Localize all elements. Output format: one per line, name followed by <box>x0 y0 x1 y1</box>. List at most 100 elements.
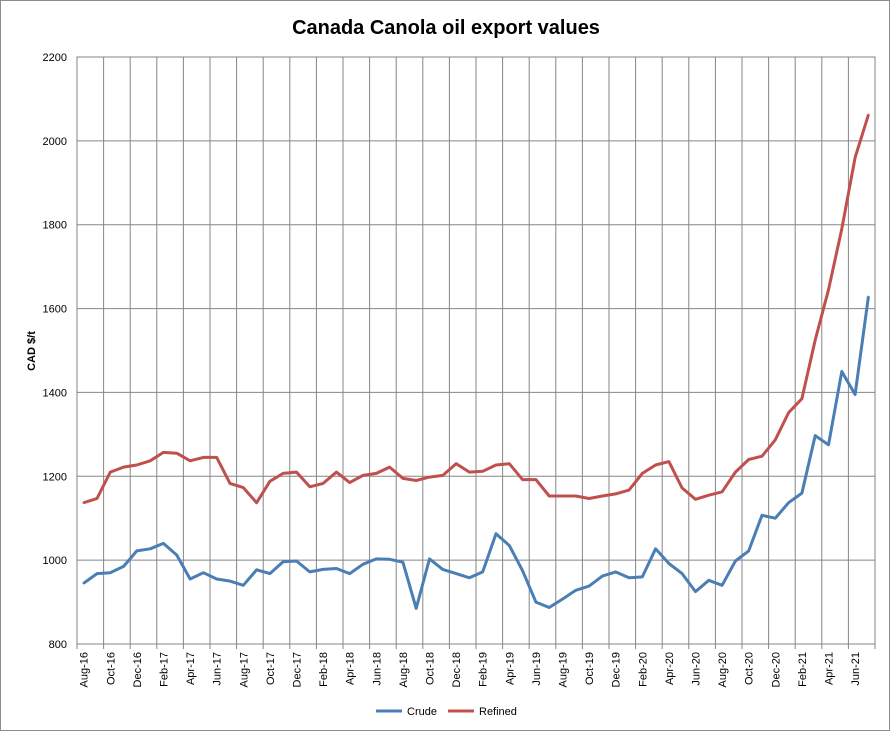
x-tick-label: Oct-19 <box>584 652 596 685</box>
data-point-refined <box>734 470 737 474</box>
data-point-crude <box>148 547 152 551</box>
y-axis-label: CAD $/t <box>26 331 38 371</box>
x-tick-label: Jun-18 <box>371 652 383 686</box>
x-tick-label: Oct-16 <box>105 652 117 685</box>
data-point-refined <box>202 456 205 459</box>
x-tick-label: Oct-17 <box>265 652 277 685</box>
chart-title: Canada Canola oil export values <box>292 17 600 39</box>
data-point-refined <box>414 479 418 482</box>
x-tick-label: Aug-20 <box>717 652 729 687</box>
data-point-crude <box>481 570 484 574</box>
data-point-refined <box>853 156 857 159</box>
data-point-refined <box>654 463 657 467</box>
x-tick-label: Jun-19 <box>531 652 543 686</box>
data-point-crude <box>601 574 604 578</box>
x-tick-label: Feb-19 <box>478 652 490 687</box>
data-point-refined <box>388 465 391 469</box>
x-tick-label: Dec-16 <box>132 652 144 687</box>
data-point-refined <box>454 462 458 465</box>
data-point-refined <box>122 465 125 469</box>
data-point-crude <box>454 572 458 575</box>
legend-label-refined: Refined <box>479 706 517 718</box>
x-tick-label: Feb-21 <box>797 652 809 687</box>
y-tick-label: 1200 <box>43 471 67 483</box>
data-point-crude <box>135 549 139 553</box>
data-point-crude <box>547 606 551 609</box>
data-point-crude <box>281 560 285 564</box>
x-tick-label: Apr-21 <box>823 652 835 685</box>
data-point-refined <box>361 474 365 477</box>
data-point-crude <box>228 579 232 583</box>
data-point-crude <box>375 557 378 561</box>
x-tick-label: Feb-20 <box>637 652 649 687</box>
data-point-crude <box>867 295 870 299</box>
data-point-refined <box>295 470 298 474</box>
y-tick-label: 1000 <box>43 555 67 567</box>
data-point-crude <box>202 571 205 574</box>
data-point-crude <box>321 568 325 571</box>
series-line-crude <box>82 296 870 610</box>
y-tick-label: 1600 <box>43 304 67 316</box>
data-point-refined <box>148 459 152 462</box>
data-point-crude <box>853 393 857 396</box>
data-point-crude <box>747 549 750 553</box>
data-point-refined <box>468 470 471 474</box>
data-point-crude <box>707 579 710 582</box>
data-point-refined <box>787 411 790 414</box>
data-point-crude <box>82 582 85 585</box>
data-point-refined <box>494 463 498 467</box>
data-point-refined <box>760 454 764 458</box>
data-point-crude <box>255 568 258 571</box>
data-point-crude <box>787 501 790 504</box>
data-point-refined <box>534 478 538 481</box>
data-point-crude <box>694 590 697 593</box>
data-point-crude <box>800 491 804 495</box>
x-tick-label: Jun-17 <box>212 652 224 686</box>
x-tick-label: Aug-16 <box>79 652 91 687</box>
data-point-refined <box>481 470 484 473</box>
data-point-crude <box>774 517 777 520</box>
data-point-crude <box>268 572 272 575</box>
x-tick-label: Apr-17 <box>185 652 197 685</box>
data-point-refined <box>667 460 671 463</box>
y-tick-label: 800 <box>49 639 67 651</box>
data-point-crude <box>308 570 311 574</box>
data-point-refined <box>82 501 85 504</box>
data-point-crude <box>654 547 657 551</box>
data-point-refined <box>321 482 325 485</box>
x-tick-label: Jun-20 <box>690 652 702 686</box>
x-tick-label: Feb-17 <box>158 652 170 687</box>
data-point-refined <box>242 486 245 489</box>
data-point-crude <box>587 584 591 588</box>
data-point-crude <box>680 572 684 575</box>
data-point-refined <box>175 452 178 455</box>
data-point-refined <box>813 338 817 342</box>
x-tick-label: Oct-18 <box>424 652 436 685</box>
data-point-refined <box>574 494 577 498</box>
y-tick-label: 2200 <box>43 52 67 64</box>
data-point-crude <box>215 577 218 581</box>
data-point-refined <box>188 459 192 462</box>
y-tick-label: 1800 <box>43 220 67 232</box>
data-point-crude <box>734 559 737 563</box>
data-point-crude <box>109 571 112 574</box>
data-point-refined <box>627 488 631 492</box>
legend-label-crude: Crude <box>407 706 437 718</box>
data-point-refined <box>774 438 777 442</box>
x-tick-label: Aug-19 <box>557 652 569 687</box>
data-point-crude <box>441 568 444 571</box>
data-point-refined <box>800 397 804 400</box>
data-point-crude <box>561 597 564 601</box>
data-point-crude <box>840 370 843 373</box>
data-point-crude <box>188 577 192 581</box>
data-point-refined <box>348 481 351 484</box>
data-point-refined <box>308 485 311 488</box>
data-point-crude <box>574 589 577 592</box>
data-point-refined <box>614 492 617 496</box>
data-point-crude <box>760 514 764 517</box>
data-point-crude <box>667 562 671 565</box>
data-point-refined <box>587 497 591 500</box>
data-point-refined <box>335 470 338 474</box>
